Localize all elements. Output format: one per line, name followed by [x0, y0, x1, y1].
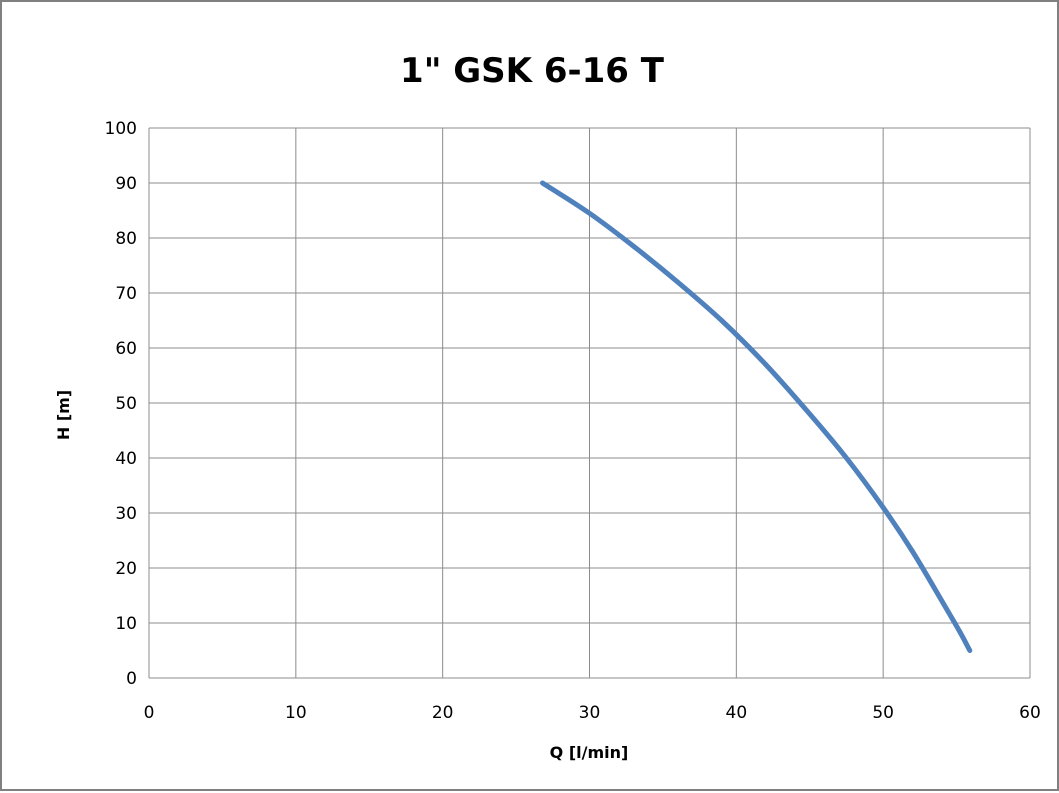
y-axis-title: H [m] [54, 390, 73, 440]
y-tick-label: 40 [115, 449, 137, 469]
y-tick-label: 0 [126, 669, 137, 689]
y-tick-label: 60 [115, 339, 137, 359]
y-tick-label: 50 [115, 394, 137, 414]
grid-layer [148, 127, 1031, 679]
x-tick-label: 50 [872, 703, 894, 723]
x-tick-label: 40 [726, 703, 748, 723]
x-tick-label: 0 [144, 703, 155, 723]
y-tick-label: 90 [115, 174, 137, 194]
y-tick-label: 20 [115, 559, 137, 579]
x-tick-label: 60 [1019, 703, 1041, 723]
x-tick-label: 30 [579, 703, 601, 723]
tick-layer: 0 10 20 30 40 50 60 0 10 20 30 40 50 60 70 80 90 100 [105, 119, 1041, 723]
y-tick-label: 100 [105, 119, 137, 139]
y-tick-label: 70 [115, 284, 137, 304]
x-tick-label: 10 [285, 703, 307, 723]
chart-title: 1" GSK 6-16 T [400, 51, 665, 91]
y-tick-label: 80 [115, 229, 137, 249]
x-axis-title: Q [l/min] [550, 743, 629, 762]
series-layer [540, 180, 973, 653]
y-tick-label: 10 [115, 614, 137, 634]
y-tick-label: 30 [115, 504, 137, 524]
series-line [540, 180, 973, 653]
x-tick-label: 20 [432, 703, 454, 723]
